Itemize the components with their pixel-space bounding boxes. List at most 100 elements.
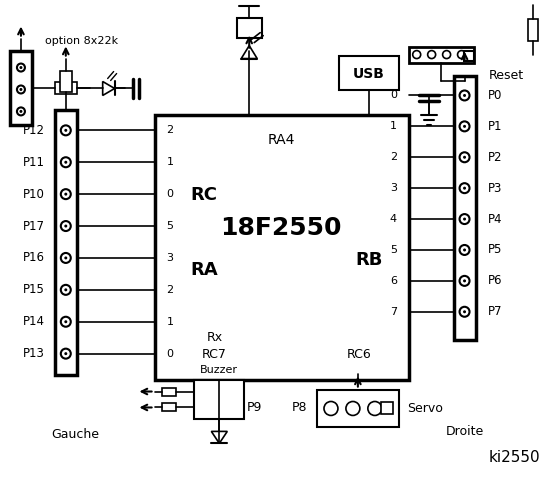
Circle shape [64,161,67,164]
Circle shape [19,110,23,113]
Bar [55,83,77,95]
Circle shape [19,66,23,69]
Circle shape [460,152,469,162]
Text: RC7: RC7 [202,348,227,361]
Circle shape [463,187,466,190]
Bar [453,75,476,340]
Circle shape [17,63,25,72]
Bar [528,19,538,41]
Text: 4: 4 [390,214,397,224]
Text: option 8x22k: option 8x22k [45,36,118,46]
Text: 0: 0 [166,189,174,199]
Circle shape [442,50,451,59]
Text: ki2550: ki2550 [488,450,540,465]
Text: P2: P2 [487,151,502,164]
Text: 18F2550: 18F2550 [220,216,342,240]
Circle shape [460,121,469,132]
Text: 5: 5 [166,221,174,231]
Bar [237,18,262,37]
Circle shape [17,108,25,115]
Text: Servo: Servo [406,402,442,415]
Text: Reset: Reset [488,69,524,82]
Circle shape [64,129,67,132]
Circle shape [460,276,469,286]
Circle shape [64,225,67,228]
Bar [195,380,244,420]
Text: 0: 0 [166,348,174,359]
Text: P8: P8 [291,401,307,414]
Circle shape [460,307,469,317]
Bar [163,387,176,396]
Text: RC: RC [191,186,218,204]
Circle shape [413,50,421,59]
Text: Gauche: Gauche [51,428,99,441]
Text: RA4: RA4 [268,133,295,147]
Text: 2: 2 [166,285,174,295]
Circle shape [61,348,71,359]
Text: 2: 2 [390,152,397,162]
Text: Buzzer: Buzzer [200,365,238,374]
Text: 1: 1 [390,121,397,132]
Bar [55,110,77,374]
Text: P13: P13 [23,347,45,360]
Circle shape [61,189,71,199]
Circle shape [457,50,466,59]
Circle shape [19,88,23,91]
Circle shape [64,288,67,291]
Circle shape [463,156,466,159]
Text: P9: P9 [247,401,262,414]
Text: P11: P11 [23,156,45,169]
Text: P1: P1 [487,120,502,133]
Text: Droite: Droite [445,425,484,438]
Circle shape [463,125,466,128]
Circle shape [61,285,71,295]
Text: P6: P6 [487,275,502,288]
Text: USB: USB [353,67,385,81]
Circle shape [61,157,71,167]
Text: P5: P5 [487,243,502,256]
Text: 7: 7 [390,307,397,317]
Circle shape [368,401,382,416]
Text: P17: P17 [23,219,45,232]
Text: P12: P12 [23,124,45,137]
Circle shape [460,183,469,193]
Circle shape [17,85,25,94]
Circle shape [346,401,360,416]
Text: 3: 3 [166,253,174,263]
Circle shape [61,125,71,135]
Circle shape [61,317,71,327]
Bar [317,390,399,427]
Bar [381,403,393,414]
Circle shape [64,192,67,196]
Text: 2: 2 [166,125,174,135]
Bar [10,50,32,125]
Circle shape [61,221,71,231]
Text: 5: 5 [390,245,397,255]
Text: P3: P3 [487,181,502,195]
Text: P16: P16 [23,252,45,264]
Circle shape [61,253,71,263]
Text: Rx: Rx [206,331,222,344]
Circle shape [460,214,469,224]
Circle shape [64,256,67,259]
Text: 0: 0 [390,90,397,100]
Circle shape [427,50,436,59]
Text: RC6: RC6 [347,348,371,361]
Bar [409,47,473,62]
Text: 3: 3 [390,183,397,193]
Circle shape [64,352,67,355]
Text: 6: 6 [390,276,397,286]
Text: P10: P10 [23,188,45,201]
Bar [339,56,399,90]
Bar [60,71,72,93]
Text: P14: P14 [23,315,45,328]
Bar [154,115,409,380]
Text: RB: RB [355,251,383,269]
Text: 1: 1 [166,157,174,167]
Circle shape [463,310,466,313]
Circle shape [460,245,469,255]
Circle shape [463,279,466,282]
Circle shape [463,249,466,252]
Circle shape [463,217,466,221]
Circle shape [463,94,466,97]
